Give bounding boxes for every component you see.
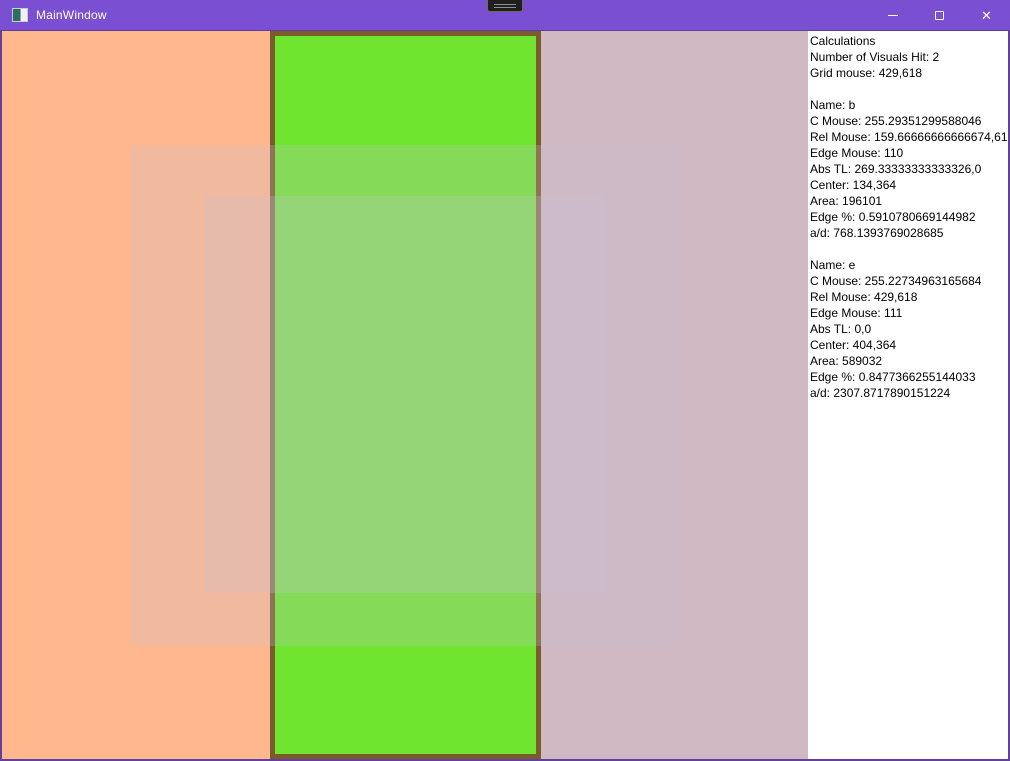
stat-line: Abs TL: 269.33333333333326,0 bbox=[810, 162, 982, 176]
maximize-icon bbox=[935, 10, 944, 20]
stat-line: Center: 134,364 bbox=[810, 178, 897, 192]
stat-line: Area: 196101 bbox=[810, 194, 883, 208]
minimize-button[interactable] bbox=[869, 0, 916, 30]
stat-line: C Mouse: 255.29351299588046 bbox=[810, 114, 982, 128]
stat-line: Area: 589032 bbox=[810, 354, 883, 368]
summary-line: Number of Visuals Hit: 2 bbox=[810, 50, 940, 64]
stat-line: Name: b bbox=[810, 98, 856, 112]
overlay-rect-outer[interactable] bbox=[130, 145, 679, 646]
stat-line: Edge %: 0.5910780669144982 bbox=[810, 210, 976, 224]
stat-line: Rel Mouse: 159.66666666666674,618 bbox=[810, 130, 1008, 144]
hit-test-grid[interactable] bbox=[2, 31, 808, 759]
orange-rect[interactable] bbox=[2, 31, 270, 759]
stat-line: Edge Mouse: 111 bbox=[810, 306, 903, 320]
close-icon: ✕ bbox=[981, 7, 992, 23]
pill-line-icon bbox=[494, 6, 516, 8]
overlay-rect-inner[interactable] bbox=[205, 196, 603, 593]
visual-stats-block-b: Name: b C Mouse: 255.29351299588046 Rel Mo… bbox=[810, 97, 1008, 241]
window-content: Calculations Number of Visuals Hit: 2 Gri… bbox=[0, 30, 1010, 761]
window-title: MainWindow bbox=[36, 8, 107, 22]
visual-stats-block-e: Name: e C Mouse: 255.22734963165684 Rel Mo… bbox=[810, 257, 1008, 401]
stat-line: Rel Mouse: 429,618 bbox=[810, 290, 918, 304]
stat-line: Abs TL: 0,0 bbox=[810, 322, 872, 336]
app-icon-right-pane bbox=[20, 9, 27, 21]
stat-line: a/d: 768.1393769028685 bbox=[810, 226, 944, 240]
app-icon-left-pane bbox=[13, 9, 20, 21]
panel-title: Calculations bbox=[810, 34, 876, 48]
caption-buttons: ✕ bbox=[869, 0, 1010, 30]
panel-summary: Number of Visuals Hit: 2 Grid mouse: 429,… bbox=[810, 49, 1008, 81]
maximize-button[interactable] bbox=[916, 0, 963, 30]
summary-line: Grid mouse: 429,618 bbox=[810, 66, 923, 80]
titlebar-pill[interactable] bbox=[487, 0, 523, 12]
stat-line: Edge Mouse: 110 bbox=[810, 146, 904, 160]
stat-line: Edge %: 0.8477366255144033 bbox=[810, 370, 976, 384]
app-icon[interactable] bbox=[12, 8, 28, 22]
stat-line: a/d: 2307.8717890151224 bbox=[810, 386, 951, 400]
stat-line: Name: e bbox=[810, 258, 856, 272]
rect-b-green[interactable] bbox=[270, 31, 541, 759]
stat-line: Center: 404,364 bbox=[810, 338, 897, 352]
stat-line: C Mouse: 255.22734963165684 bbox=[810, 274, 982, 288]
close-button[interactable]: ✕ bbox=[963, 0, 1010, 30]
titlebar[interactable]: MainWindow ✕ bbox=[0, 0, 1010, 30]
calculations-panel: Calculations Number of Visuals Hit: 2 Gri… bbox=[808, 31, 1008, 759]
pill-line-icon bbox=[494, 3, 516, 5]
minimize-icon bbox=[887, 14, 898, 16]
